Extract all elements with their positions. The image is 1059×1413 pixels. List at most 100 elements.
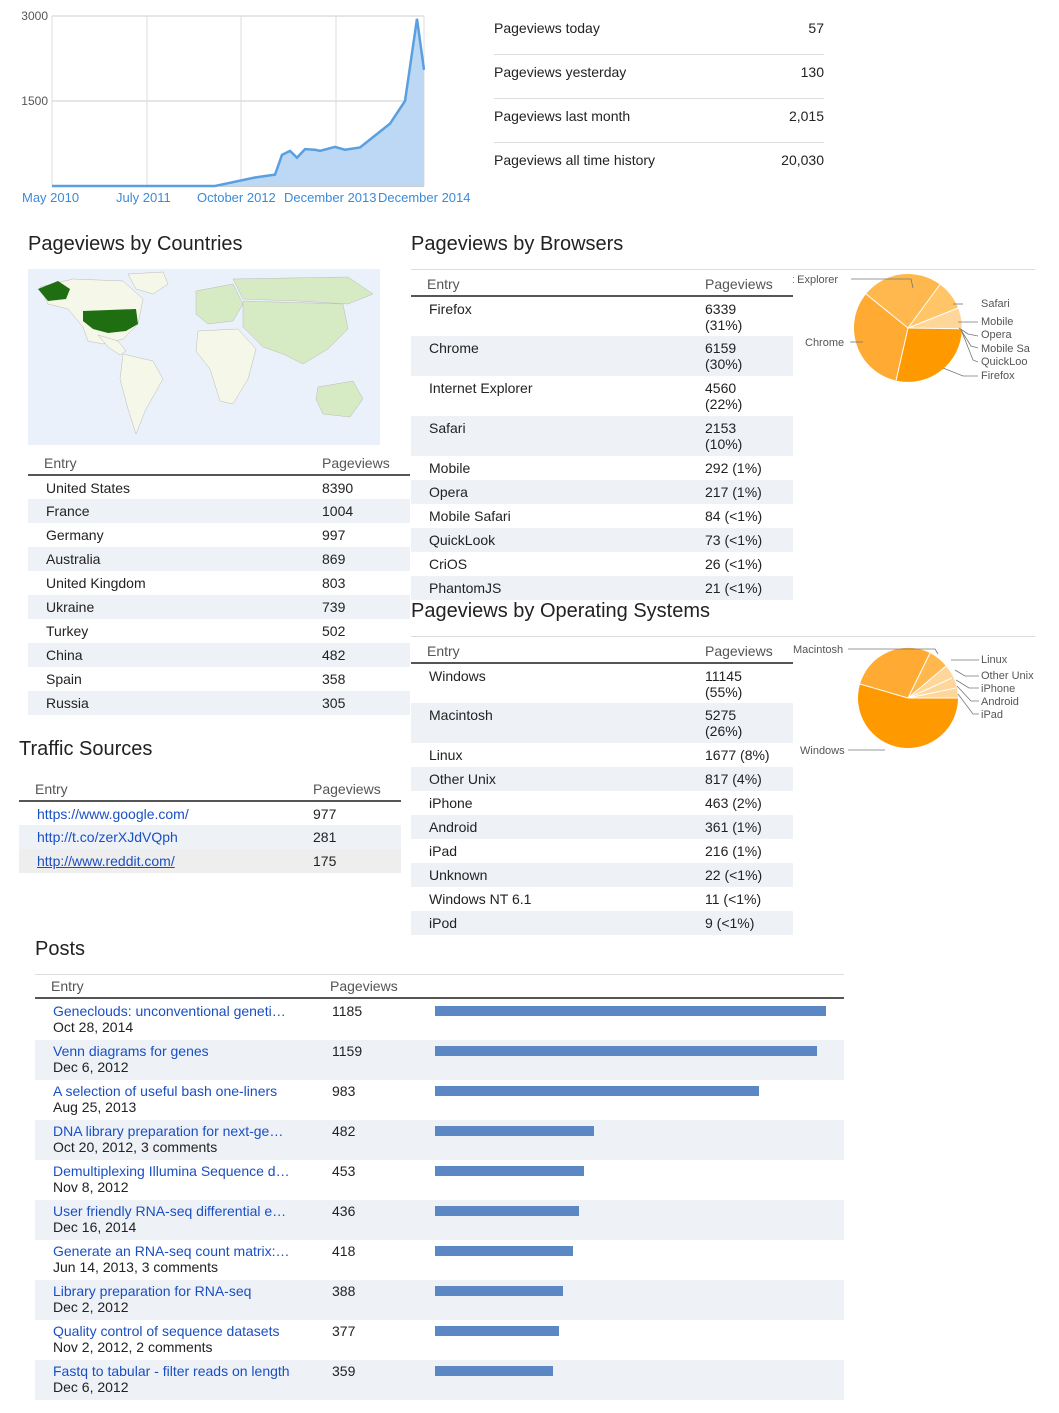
post-pageviews-bar — [435, 1366, 553, 1376]
divider — [411, 269, 1035, 270]
entry-cell: Turkey — [28, 619, 322, 643]
posts-list: Geneclouds: unconventional geneti… Oct 28… — [35, 1000, 844, 1400]
post-title-link[interactable]: Library preparation for RNA-seq — [53, 1283, 252, 1299]
pageviews-cell: 8390 — [322, 475, 410, 499]
entry-label: United States — [46, 480, 131, 496]
post-title-link[interactable]: Fastq to tabular - filter reads on lengt… — [53, 1363, 290, 1379]
post-pageviews: 388 — [332, 1283, 356, 1299]
pie-slice-internet-explorer — [866, 273, 940, 328]
pageviews-value: 977 — [313, 806, 337, 822]
entry-cell: Chrome — [411, 336, 705, 376]
table-row: Mobile 292 (1%) — [411, 456, 793, 480]
post-meta: Jun 14, 2013, 3 comments — [53, 1259, 218, 1275]
pie-label: Mobile Sa — [981, 343, 1031, 355]
pageviews-percent: (31%) — [705, 317, 743, 333]
table-row: Android 361 (1%) — [411, 815, 793, 839]
map-africa — [195, 328, 257, 405]
post-title-link[interactable]: Generate an RNA-seq count matrix:… — [53, 1243, 290, 1259]
table-row: Mobile Safari 84 (<1%) — [411, 504, 793, 528]
entry-label: Android — [429, 819, 478, 835]
post-title-link[interactable]: DNA library preparation for next-ge… — [53, 1123, 284, 1139]
post-pageviews: 983 — [332, 1083, 356, 1099]
os-title: Pageviews by Operating Systems — [411, 600, 711, 622]
pageviews-percent: (22%) — [705, 396, 743, 412]
entry-label: Other Unix — [429, 771, 496, 787]
map-russia — [232, 276, 374, 305]
post-row: A selection of useful bash one-liners Aug… — [35, 1080, 844, 1120]
table-row: iPad 216 (1%) — [411, 839, 793, 863]
pie-slice-linux — [908, 653, 946, 698]
source-link[interactable]: http://t.co/zerXJdVQph — [37, 829, 178, 845]
pageviews-value: 1004 — [322, 503, 354, 519]
post-title-link[interactable]: Demultiplexing Illumina Sequence d… — [53, 1163, 290, 1179]
table-row: China 482 — [28, 643, 410, 667]
pie-label: Safari — [981, 298, 1010, 310]
pageviews-cell: 1677 (8%) — [705, 743, 793, 767]
entry-label: iPod — [429, 915, 458, 931]
post-title-link[interactable]: User friendly RNA-seq differential e… — [53, 1203, 287, 1219]
post-row: Geneclouds: unconventional geneti… Oct 28… — [35, 1000, 844, 1040]
table-row[interactable]: https://www.google.com/977 — [19, 801, 401, 825]
stat-label: Pageviews all time history — [494, 152, 656, 168]
x-tick-label: May 2010 — [22, 190, 79, 205]
pie-slice-other — [908, 308, 962, 329]
entry-cell: Windows — [411, 663, 705, 703]
source-link[interactable]: http://www.reddit.com/ — [37, 853, 175, 869]
map-asia — [242, 300, 349, 365]
pageviews-value: 463 (2%) — [705, 795, 762, 811]
post-meta: Nov 2, 2012, 2 comments — [53, 1339, 213, 1355]
entry-label: United Kingdom — [46, 575, 146, 591]
pageviews-cell: 463 (2%) — [705, 791, 793, 815]
pageviews-percent: (10%) — [705, 436, 743, 452]
pageviews-cell: 292 (1%) — [705, 456, 793, 480]
divider — [35, 974, 844, 975]
post-row: Fastq to tabular - filter reads on lengt… — [35, 1360, 844, 1400]
browsers-title: Pageviews by Browsers — [411, 233, 624, 255]
post-title-link[interactable]: Venn diagrams for genes — [53, 1043, 209, 1059]
entry-cell: France — [28, 499, 322, 523]
entry-cell: iPad — [411, 839, 705, 863]
y-tick-label: 3000 — [21, 9, 48, 23]
post-meta: Aug 25, 2013 — [53, 1099, 137, 1115]
entry-label: China — [46, 647, 83, 663]
traffic-table: Entry Pageviews https://www.google.com/9… — [19, 778, 401, 873]
entry-cell: Unknown — [411, 863, 705, 887]
pie-label: QuickLoo — [981, 356, 1027, 368]
entry-label: Mobile Safari — [429, 508, 511, 524]
post-pageviews-bar — [435, 1046, 817, 1056]
pageviews-value: 4560 — [705, 380, 737, 396]
pageviews-value: 305 — [322, 695, 346, 711]
browsers-table: Entry Pageviews Firefox 6339 (31%) Chrome 61… — [411, 273, 793, 600]
pageviews-cell: 361 (1%) — [705, 815, 793, 839]
pageviews-cell: 817 (4%) — [705, 767, 793, 791]
table-row: Firefox 6339 (31%) — [411, 296, 793, 336]
post-meta: Dec 6, 2012 — [53, 1379, 129, 1395]
stat-value: 20,030 — [781, 152, 824, 168]
traffic-title: Traffic Sources — [19, 738, 153, 760]
pageviews-cell: 21 (<1%) — [705, 576, 793, 600]
post-row: Generate an RNA-seq count matrix:… Jun 14… — [35, 1240, 844, 1280]
map-alaska — [38, 281, 70, 301]
pageviews-value: 997 — [322, 527, 346, 543]
stat-label: Pageviews yesterday — [494, 64, 627, 80]
post-pageviews: 1159 — [332, 1043, 363, 1059]
pageviews-cell: 73 (<1%) — [705, 528, 793, 552]
table-row[interactable]: http://t.co/zerXJdVQph 281 — [19, 825, 401, 849]
source-link[interactable]: https://www.google.com/ — [37, 806, 189, 822]
post-title-link[interactable]: Geneclouds: unconventional geneti… — [53, 1003, 286, 1019]
stat-value: 2,015 — [788, 108, 824, 124]
stat-all-time: Pageviews all time history 20,030 — [494, 142, 824, 186]
post-title-link[interactable]: Quality control of sequence datasets — [53, 1323, 280, 1339]
pageviews-cell: 9 (<1%) — [705, 911, 793, 935]
pageviews-cell: 175 — [313, 849, 401, 873]
entry-label: Safari — [429, 420, 466, 436]
pie-slice-chrome — [853, 294, 908, 381]
entry-label: iPad — [429, 843, 458, 859]
pageviews-value: 1677 (8%) — [705, 747, 770, 763]
post-title-link[interactable]: A selection of useful bash one-liners — [53, 1083, 278, 1099]
pageviews-value: 21 (<1%) — [705, 580, 763, 596]
table-row[interactable]: http://www.reddit.com/175 — [19, 849, 401, 873]
world-map[interactable] — [28, 269, 380, 445]
pie-label: Opera — [981, 329, 1012, 341]
table-row: Windows 11145 (55%) — [411, 663, 793, 703]
